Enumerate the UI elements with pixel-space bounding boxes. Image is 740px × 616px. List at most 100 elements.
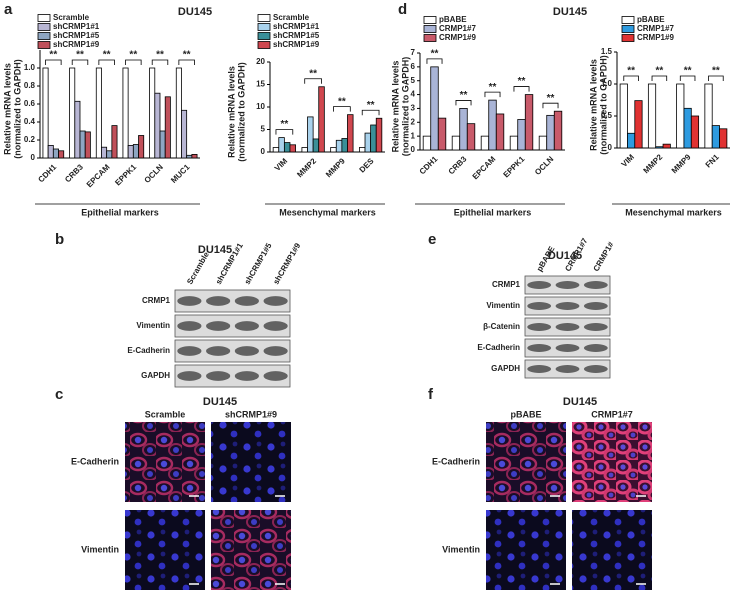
significance-bracket xyxy=(361,109,380,116)
panel-label: f xyxy=(428,386,434,403)
y-axis-label: (normalized to GAPDH) xyxy=(12,59,22,159)
micrograph xyxy=(125,422,205,502)
bar xyxy=(318,86,325,153)
significance-bracket xyxy=(513,86,530,92)
x-axis-label: Epithelial markers xyxy=(81,207,159,217)
blot-band xyxy=(263,321,288,331)
x-tick-label: VIM xyxy=(620,152,637,169)
y-tick-label: 5 xyxy=(411,76,416,85)
legend-swatch xyxy=(37,14,51,22)
bar xyxy=(69,67,76,159)
significance-bracket xyxy=(426,58,443,64)
y-tick-label: 1.0 xyxy=(24,63,36,72)
blot-strip xyxy=(174,314,291,338)
significance-bracket xyxy=(484,91,501,98)
significance-label: ** xyxy=(129,50,137,61)
blot-band xyxy=(206,371,231,381)
significance-label: ** xyxy=(49,50,57,61)
bar xyxy=(517,119,526,151)
x-tick-label: MMP9 xyxy=(324,156,347,179)
bar xyxy=(509,135,519,151)
significance-bracket xyxy=(333,106,351,112)
legend-label: shCRMP1#5 xyxy=(273,31,320,40)
y-axis-label: (normalized to GAPDH) xyxy=(598,55,608,155)
x-tick-label: OCLN xyxy=(533,154,556,177)
lane-label: shCRMP1#5 xyxy=(243,241,274,286)
significance-bracket xyxy=(304,78,322,84)
significance-label: ** xyxy=(183,50,191,61)
bar xyxy=(330,147,337,153)
bar xyxy=(289,144,296,153)
y-tick-label: 0.4 xyxy=(24,117,36,126)
bar xyxy=(181,109,188,159)
significance-label: ** xyxy=(489,82,497,93)
legend-swatch xyxy=(257,14,271,22)
significance-bracket xyxy=(679,75,696,81)
legend-swatch xyxy=(423,34,437,42)
y-tick-label: 4 xyxy=(411,90,416,99)
x-tick-label: EPPK1 xyxy=(113,162,138,187)
legend-swatch xyxy=(621,25,635,33)
bar xyxy=(495,113,505,151)
micrograph xyxy=(572,510,652,590)
significance-label: ** xyxy=(309,68,317,79)
legend-swatch xyxy=(621,34,635,42)
x-tick-label: CRB3 xyxy=(63,162,85,184)
bar xyxy=(122,67,129,159)
bar xyxy=(690,115,700,149)
significance-bracket xyxy=(275,129,294,135)
micrograph xyxy=(572,422,652,502)
legend-label: shCRMP1#1 xyxy=(53,22,100,31)
significance-label: ** xyxy=(655,66,663,77)
blot-band xyxy=(555,323,580,331)
blot-band xyxy=(555,281,580,289)
panel-title: DU145 xyxy=(178,6,212,18)
blot-strip xyxy=(174,339,291,363)
bar xyxy=(106,150,113,159)
blot-band xyxy=(555,302,580,310)
bar xyxy=(647,83,657,149)
bar xyxy=(111,125,118,159)
bar xyxy=(52,148,59,159)
blot-band xyxy=(177,346,202,356)
bar xyxy=(546,114,555,151)
bar xyxy=(655,146,664,149)
column-label: Scramble xyxy=(145,409,186,419)
lane-label: CRMP1# xyxy=(592,240,616,273)
significance-label: ** xyxy=(518,76,526,87)
significance-label: ** xyxy=(338,96,346,107)
row-label: Vimentin xyxy=(81,544,119,554)
row-label: E-Cadherin xyxy=(127,346,170,355)
x-tick-label: CDH1 xyxy=(418,154,440,176)
panel-label: b xyxy=(55,231,64,248)
legend-label: pBABE xyxy=(439,15,467,24)
legend-label: CRMP1#7 xyxy=(637,24,674,33)
bar xyxy=(272,147,280,153)
bar xyxy=(627,132,636,149)
significance-label: ** xyxy=(684,66,692,77)
significance-label: ** xyxy=(712,66,720,77)
panel-title: DU145 xyxy=(198,244,232,256)
x-tick-label: OCLN xyxy=(143,162,166,185)
legend-label: CRMP1#9 xyxy=(439,33,476,42)
lane-label: shCRMP1#9 xyxy=(271,241,302,286)
legend-label: CRMP1#7 xyxy=(439,24,476,33)
legend-swatch xyxy=(37,23,51,31)
bar xyxy=(58,150,65,159)
y-axis-label: (normalized to GAPDH) xyxy=(236,62,246,162)
legend-swatch xyxy=(257,32,271,40)
bar xyxy=(553,110,563,151)
y-tick-label: 1 xyxy=(411,131,416,140)
y-axis-label: Relative mRNA levels xyxy=(588,59,598,151)
bar xyxy=(370,124,377,153)
row-label: E-Cadherin xyxy=(71,456,119,466)
significance-bracket xyxy=(178,59,195,65)
row-label: Vimentin xyxy=(442,544,480,554)
bar xyxy=(451,135,461,151)
y-axis-label: Relative mRNA levels xyxy=(2,63,12,155)
blot-band xyxy=(177,321,202,331)
x-tick-label: MMP2 xyxy=(642,152,665,175)
x-tick-label: MMP9 xyxy=(670,152,693,175)
bar xyxy=(283,142,291,153)
significance-label: ** xyxy=(460,90,468,101)
